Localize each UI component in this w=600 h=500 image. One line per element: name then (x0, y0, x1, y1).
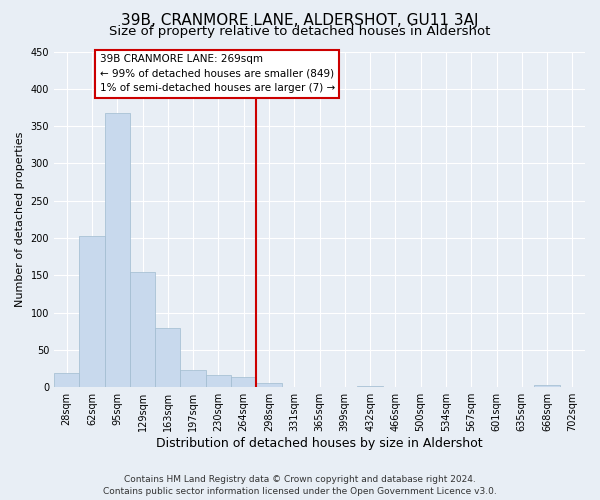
Bar (358, 386, 383, 387)
Bar (130, 272, 155, 387)
Bar (256, 384, 281, 387)
Bar (181, 370, 206, 387)
Bar (79, 236, 104, 387)
X-axis label: Distribution of detached houses by size in Aldershot: Distribution of detached houses by size … (156, 437, 483, 450)
Bar (54, 373, 79, 387)
Text: 39B, CRANMORE LANE, ALDERSHOT, GU11 3AJ: 39B, CRANMORE LANE, ALDERSHOT, GU11 3AJ (121, 12, 479, 28)
Text: Contains HM Land Registry data © Crown copyright and database right 2024.
Contai: Contains HM Land Registry data © Crown c… (103, 474, 497, 496)
Bar (206, 376, 231, 387)
Bar (104, 114, 130, 387)
Text: 39B CRANMORE LANE: 269sqm
← 99% of detached houses are smaller (849)
1% of semi-: 39B CRANMORE LANE: 269sqm ← 99% of detac… (100, 54, 335, 94)
Bar (535, 385, 560, 387)
Y-axis label: Number of detached properties: Number of detached properties (15, 132, 25, 307)
Bar (231, 377, 256, 387)
Bar (155, 328, 181, 387)
Text: Size of property relative to detached houses in Aldershot: Size of property relative to detached ho… (109, 25, 491, 38)
